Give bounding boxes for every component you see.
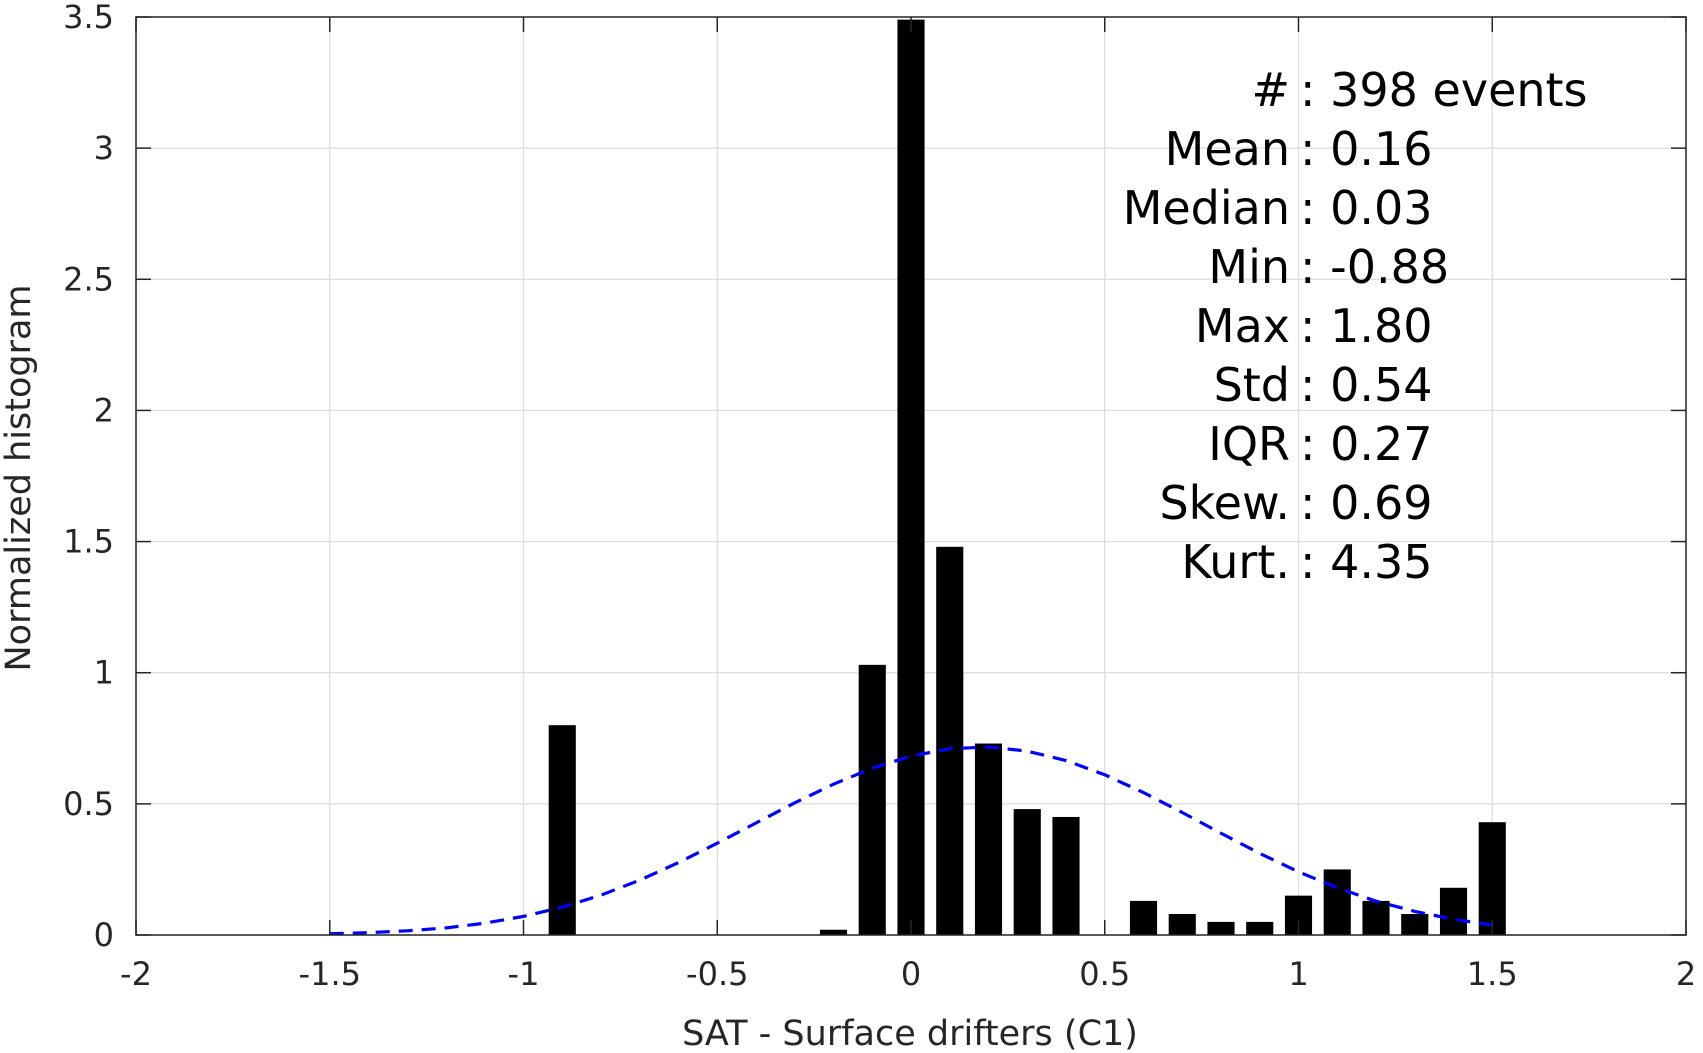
stat-label: Min (1208, 240, 1290, 294)
tick-labels: -2 -1.5 -1 -0.5 0 0.5 1 1.5 2 0 0.5 1 1.5 2 2.5 3 3.5 (63, 0, 1696, 993)
histogram-bar (1362, 900, 1390, 935)
histogram-bar (1439, 887, 1468, 935)
stat-value: : 1.80 (1300, 299, 1433, 353)
histogram-bars (548, 19, 1506, 935)
histogram-bar (819, 929, 848, 935)
axes-frame (135, 16, 1687, 936)
histogram-bar (1168, 914, 1196, 935)
stat-label: Std (1214, 358, 1290, 412)
stat-value: : 0.03 (1300, 181, 1433, 235)
x-tick-label: -2 (120, 955, 152, 993)
histogram-bar (974, 743, 1003, 935)
stat-label: Kurt. (1181, 535, 1290, 589)
y-axis-label: Normalized histogram (0, 284, 39, 671)
y-tick-label: 3.5 (63, 0, 114, 36)
y-tick-label: 0 (94, 916, 114, 954)
histogram-bar (897, 19, 925, 935)
x-tick-label: -1.5 (299, 955, 361, 993)
stat-label: Skew. (1159, 476, 1290, 530)
y-tick-label: 1 (94, 654, 114, 692)
x-tick-label: 1.5 (1467, 955, 1518, 993)
y-tick-label: 2 (94, 391, 114, 429)
histogram-bar (1401, 914, 1429, 935)
stat-label: # (1251, 63, 1290, 117)
stat-label: Median (1123, 181, 1290, 235)
histogram-bar (1052, 816, 1080, 935)
fit-curve-line (329, 745, 1493, 936)
histogram-bar (548, 725, 576, 935)
histogram-bar (1478, 822, 1506, 935)
x-tick-label: 0 (901, 955, 921, 993)
stat-value: : 0.54 (1300, 358, 1433, 412)
histogram-bar (1246, 921, 1274, 935)
stat-value: : 4.35 (1300, 535, 1433, 589)
x-tick-label: -0.5 (686, 955, 748, 993)
histogram-bar (1323, 869, 1351, 935)
y-tick-label: 3 (94, 129, 114, 167)
x-tick-label: 2 (1676, 955, 1696, 993)
histogram-bar (1129, 900, 1158, 935)
y-tick-label: 0.5 (63, 785, 114, 823)
x-tick-label: -1 (508, 955, 540, 993)
stat-value: : 0.27 (1300, 417, 1433, 471)
stat-label: Max (1195, 299, 1290, 353)
x-axis-label: SAT - Surface drifters (C1) (682, 1014, 1138, 1053)
x-tick-label: 1 (1288, 955, 1308, 993)
normal-fit-curve (329, 745, 1493, 936)
stat-value: : 398 events (1300, 63, 1588, 117)
histogram-bar (1207, 921, 1235, 935)
stat-value: : -0.88 (1300, 240, 1449, 294)
histogram-bar (936, 546, 964, 935)
stat-value: : 0.69 (1300, 476, 1433, 530)
histogram-bar (1013, 809, 1041, 935)
y-tick-label: 1.5 (63, 523, 114, 561)
stat-label: Mean (1165, 122, 1290, 176)
histogram-bar (858, 664, 886, 935)
stat-value: : 0.16 (1300, 122, 1433, 176)
stat-label: IQR (1208, 417, 1290, 471)
y-tick-label: 2.5 (63, 260, 114, 298)
x-tick-label: 0.5 (1079, 955, 1130, 993)
